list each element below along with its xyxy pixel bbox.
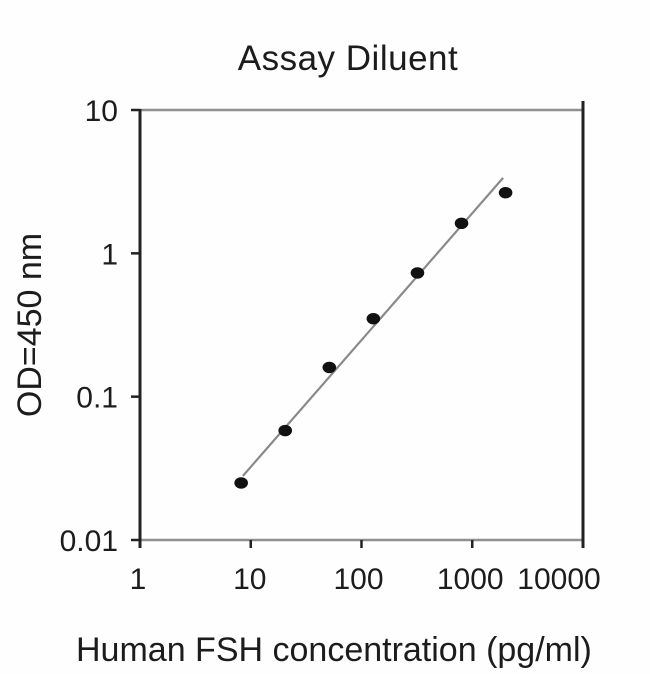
y-tick-label: 0.01	[60, 525, 118, 558]
data-point	[366, 312, 381, 325]
x-tick-label: 10	[233, 563, 266, 596]
y-tick-label: 1	[101, 238, 118, 271]
data-point	[322, 361, 337, 374]
x-tick-label: 1	[130, 563, 147, 596]
data-point	[454, 217, 469, 230]
data-point	[278, 424, 293, 437]
x-axis-title: Human FSH concentration (pg/ml)	[76, 631, 592, 669]
x-tick-label: 100	[333, 563, 383, 596]
y-tick-label: 0.1	[76, 382, 118, 415]
x-tick-label: 10000	[517, 563, 600, 596]
y-tick-label: 10	[85, 95, 118, 128]
chart-title: Assay Diluent	[237, 39, 459, 78]
data-point	[410, 267, 425, 279]
x-tick-label: 1000	[437, 563, 504, 596]
data-point	[498, 186, 513, 199]
data-point	[234, 477, 248, 489]
y-axis-title: OD=450 nm	[11, 232, 49, 418]
